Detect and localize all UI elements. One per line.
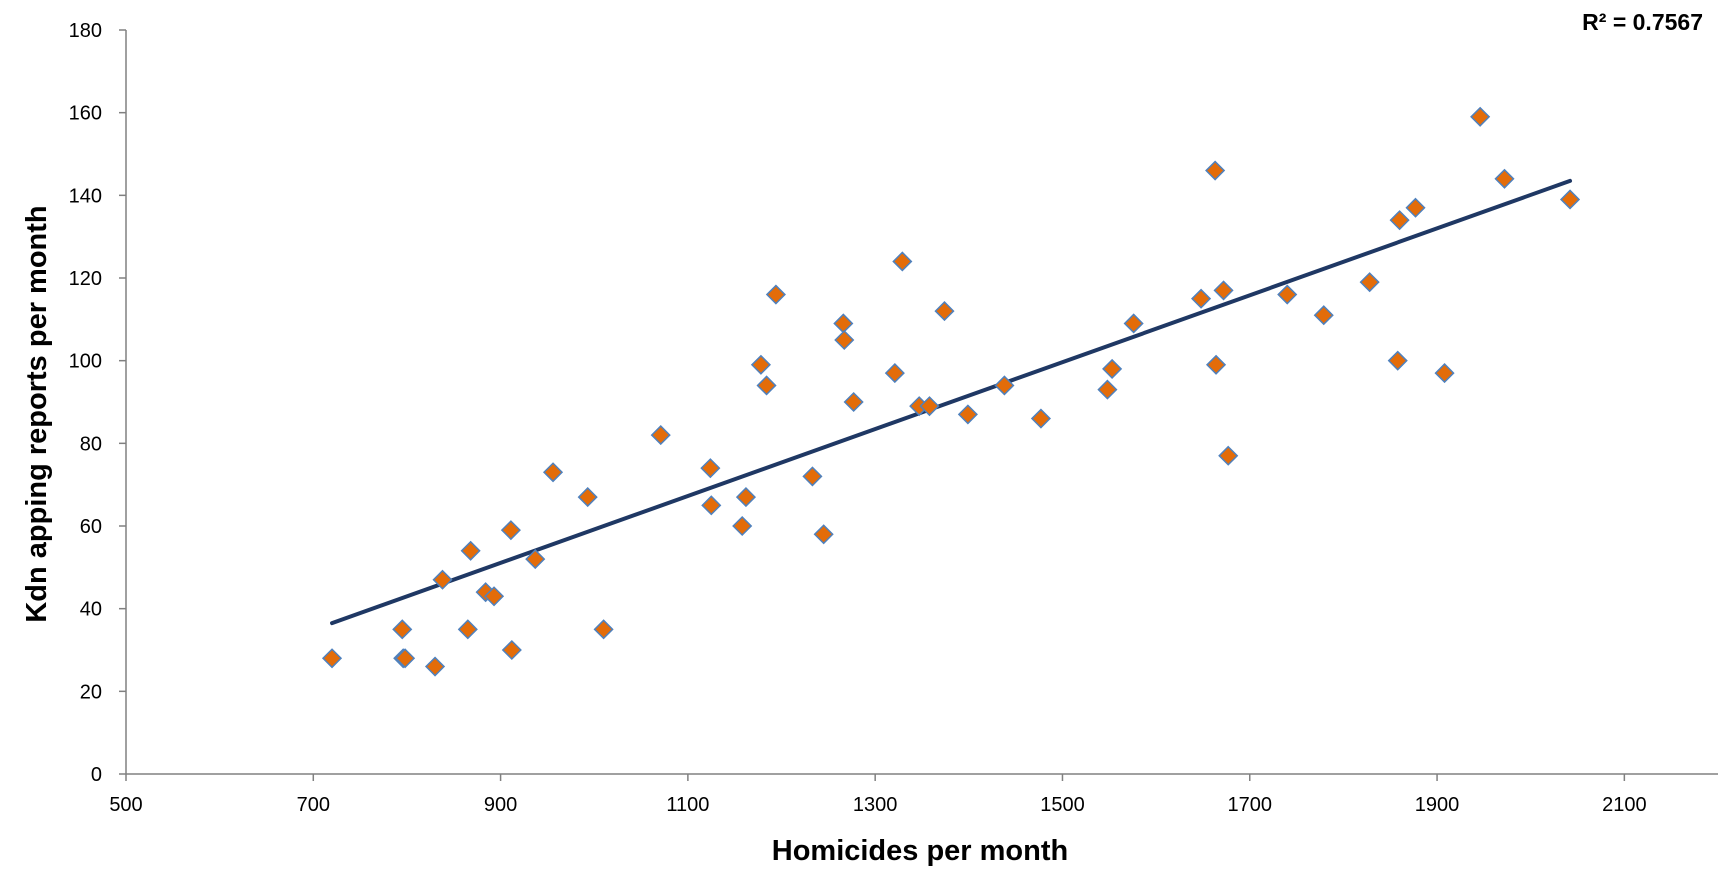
data-point: [321, 648, 343, 669]
data-point: [735, 487, 757, 508]
data-point: [1218, 445, 1239, 466]
tick-labels: 0 20 40 60 80 100 120 140 160 180 500 700 900 1100 130…: [69, 20, 1647, 816]
y-tick-label: 100: [69, 351, 102, 373]
data-point: [392, 619, 413, 640]
y-tick-label: 40: [80, 599, 102, 621]
y-tick-label: 160: [69, 103, 102, 125]
y-tick-label: 0: [91, 764, 102, 786]
data-point: [884, 363, 905, 384]
data-point: [1405, 197, 1426, 218]
data-point: [500, 520, 521, 541]
data-point: [732, 515, 753, 537]
data-point: [934, 301, 955, 322]
trendline-group: [330, 178, 1573, 626]
x-tick-label: 500: [109, 794, 142, 816]
data-point: [460, 540, 481, 561]
x-tick-label: 1300: [853, 794, 898, 816]
axes: [119, 29, 1718, 781]
data-point: [833, 313, 854, 334]
y-tick-label: 180: [69, 20, 102, 42]
data-point: [1205, 354, 1227, 375]
data-point: [1387, 350, 1408, 371]
data-point: [700, 458, 721, 479]
data-point: [1313, 305, 1334, 326]
data-point: [802, 466, 823, 487]
x-tick-label: 1900: [1415, 794, 1460, 816]
data-point: [1191, 288, 1212, 309]
data-point: [834, 329, 855, 351]
y-tick-label: 120: [69, 268, 102, 290]
data-point: [593, 619, 614, 640]
data-point: [1359, 272, 1380, 293]
data-point: [994, 375, 1015, 396]
data-point: [1097, 379, 1118, 400]
y-tick-label: 140: [69, 185, 102, 207]
data-point: [395, 648, 416, 669]
data-point: [843, 391, 864, 413]
data-point: [525, 549, 546, 570]
data-point: [813, 524, 834, 545]
x-axis-title: Homicides per month: [772, 835, 1069, 867]
data-point: [650, 425, 671, 446]
data-point: [892, 251, 913, 272]
y-tick-label: 60: [80, 516, 102, 538]
y-tick-label: 80: [80, 433, 102, 455]
data-point: [501, 639, 522, 661]
data-point: [1102, 358, 1123, 379]
data-point: [919, 396, 940, 417]
data-point: [432, 569, 453, 590]
data-point: [542, 462, 564, 483]
data-point: [1213, 280, 1234, 301]
data-point: [424, 656, 446, 677]
data-point: [1389, 210, 1410, 231]
x-tick-label: 1500: [1040, 794, 1085, 816]
trendline: [330, 178, 1573, 626]
data-point: [1559, 189, 1581, 210]
data-point: [483, 586, 505, 607]
data-point: [1434, 363, 1455, 384]
data-point: [1470, 106, 1491, 127]
r-squared-label: R² = 0.7567: [1582, 9, 1703, 35]
data-point: [957, 404, 978, 425]
data-point: [1123, 313, 1144, 334]
x-tick-label: 900: [484, 794, 517, 816]
y-tick-label: 20: [80, 681, 102, 703]
x-tick-label: 700: [297, 794, 330, 816]
data-point: [756, 375, 777, 396]
data-point: [1277, 284, 1298, 305]
data-point: [1205, 160, 1226, 181]
data-point: [457, 619, 478, 640]
y-axis-title: Kdn apping reports per month: [21, 205, 53, 622]
data-point: [1494, 168, 1515, 189]
data-point: [765, 284, 786, 305]
data-point: [1030, 408, 1051, 429]
data-point: [750, 354, 771, 375]
x-tick-label: 1100: [666, 794, 709, 816]
data-point: [701, 495, 722, 516]
data-point: [577, 487, 598, 508]
x-tick-label: 1700: [1228, 794, 1273, 816]
data-points: [321, 106, 1581, 677]
x-tick-label: 2100: [1602, 794, 1647, 816]
